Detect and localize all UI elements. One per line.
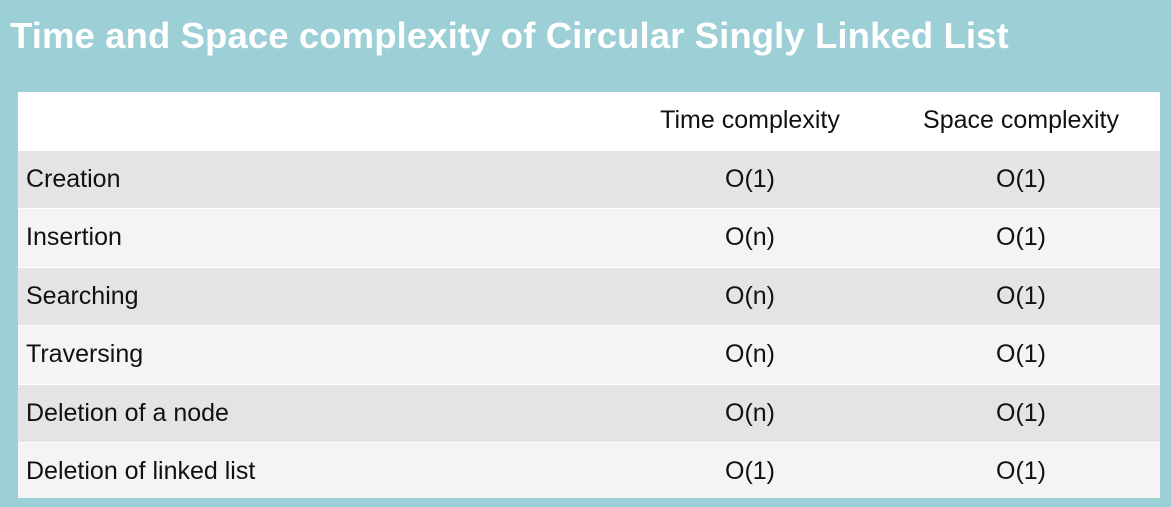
operation-cell: Deletion of a node xyxy=(18,383,618,443)
time-complexity-cell: O(n) xyxy=(618,383,882,443)
complexity-table: Time complexity Space complexity Creatio… xyxy=(18,92,1160,498)
complexity-table-panel: Time complexity Space complexity Creatio… xyxy=(18,92,1160,498)
operation-cell: Creation xyxy=(18,149,618,209)
time-complexity-cell: O(n) xyxy=(618,325,882,384)
table-row: Deletion of a node O(n) O(1) xyxy=(18,383,1160,443)
header-space-complexity: Space complexity xyxy=(882,92,1160,150)
table-row: Insertion O(n) O(1) xyxy=(18,208,1160,267)
space-complexity-cell: O(1) xyxy=(882,442,1160,498)
table-row: Traversing O(n) O(1) xyxy=(18,325,1160,384)
operation-cell: Deletion of linked list xyxy=(18,442,618,498)
table-header-row: Time complexity Space complexity xyxy=(18,92,1160,150)
header-operation xyxy=(18,92,618,150)
operation-cell: Searching xyxy=(18,266,618,326)
table-row: Deletion of linked list O(1) O(1) xyxy=(18,442,1160,498)
space-complexity-cell: O(1) xyxy=(882,266,1160,326)
space-complexity-cell: O(1) xyxy=(882,325,1160,384)
time-complexity-cell: O(n) xyxy=(618,266,882,326)
slide-title: Time and Space complexity of Circular Si… xyxy=(10,15,1009,56)
space-complexity-cell: O(1) xyxy=(882,149,1160,209)
time-complexity-cell: O(n) xyxy=(618,208,882,267)
time-complexity-cell: O(1) xyxy=(618,442,882,498)
space-complexity-cell: O(1) xyxy=(882,383,1160,443)
table-row: Creation O(1) O(1) xyxy=(18,149,1160,209)
operation-cell: Insertion xyxy=(18,208,618,267)
time-complexity-cell: O(1) xyxy=(618,149,882,209)
header-time-complexity: Time complexity xyxy=(618,92,882,150)
table-row: Searching O(n) O(1) xyxy=(18,266,1160,326)
space-complexity-cell: O(1) xyxy=(882,208,1160,267)
operation-cell: Traversing xyxy=(18,325,618,384)
